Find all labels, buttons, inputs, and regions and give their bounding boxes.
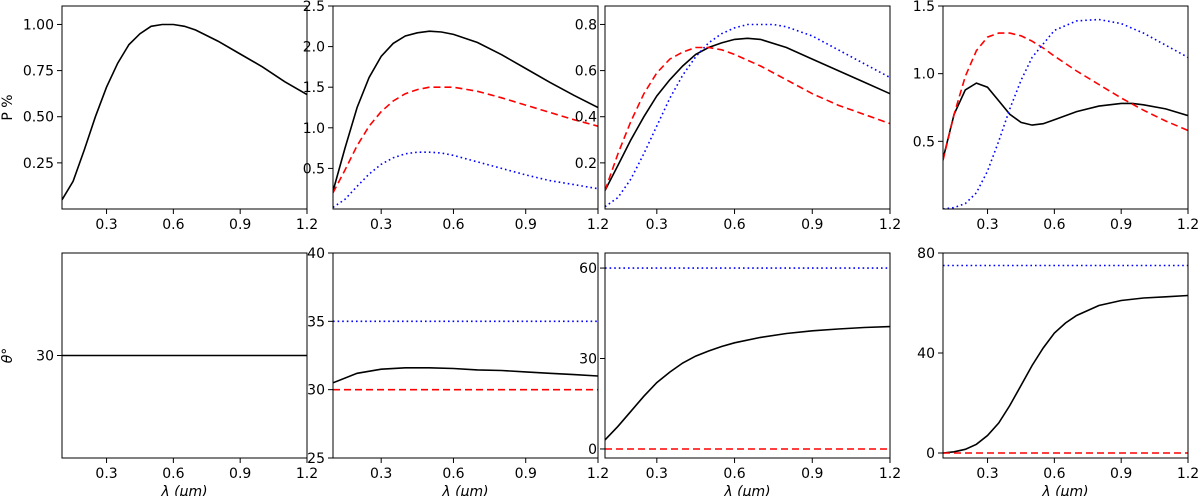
- y-tick-label: 2.0: [303, 40, 325, 56]
- y-tick-label: 0.2: [575, 156, 597, 172]
- x-tick-label: 0.9: [229, 466, 251, 482]
- panel-frame: [332, 5, 599, 210]
- panel-frame: [942, 252, 1189, 459]
- y-tick-label: 30: [307, 383, 325, 399]
- x-tick-label: 0.9: [1110, 466, 1132, 482]
- y-tick-label: 0.5: [303, 161, 325, 177]
- panel-3-series-red: [605, 46, 890, 191]
- y-tick-label: 2.5: [303, 0, 325, 15]
- x-tick-label: 1.2: [1177, 217, 1199, 233]
- y-tick-label: 0.25: [23, 156, 54, 172]
- x-tick-label: 1.2: [587, 466, 609, 482]
- x-tick-label: 1.2: [879, 217, 901, 233]
- x-tick-label: 0.9: [801, 466, 823, 482]
- panel-2-series-blue: [333, 151, 598, 209]
- panel-1: 0.3 0.6 0.9 1.2 0.25 0.50 0.75 1.00 P %: [0, 5, 318, 233]
- y-tick-label: 60: [579, 261, 597, 277]
- x-tick-label: 1.2: [879, 466, 901, 482]
- y-tick-label: 0.6: [575, 64, 597, 80]
- x-tick-label: 0.9: [515, 466, 537, 482]
- x-axis-label: λ (μm): [160, 484, 207, 496]
- y-tick-label: 0.4: [575, 110, 597, 126]
- panel-7-series-black: [605, 325, 890, 441]
- panel-4: 0.3 0.6 0.9 1.2 0.5 1.0 1.5: [913, 0, 1199, 233]
- x-tick-label: 0.3: [370, 217, 392, 233]
- y-tick-label: 0.8: [575, 17, 597, 33]
- panel-3: 0.3 0.6 0.9 1.2 0.2 0.4 0.6 0.8: [575, 5, 901, 233]
- y-tick-label: 1.0: [913, 67, 935, 83]
- x-tick-label: 0.9: [801, 217, 823, 233]
- panel-3-series-blue: [605, 23, 890, 208]
- x-tick-label: 1.2: [1177, 466, 1199, 482]
- panel-2-series-black: [333, 30, 598, 192]
- y-tick-label: 25: [307, 451, 325, 467]
- y-tick-label: 80: [917, 246, 935, 262]
- y-tick-label: 1.00: [23, 17, 54, 33]
- x-tick-label: 1.2: [587, 217, 609, 233]
- panel-2-series-red: [333, 86, 598, 194]
- panel-frame: [604, 252, 891, 459]
- y-tick-label: 1.5: [913, 0, 935, 15]
- panel-1-series-black: [62, 23, 307, 201]
- x-axis-label: λ (μm): [1041, 484, 1088, 496]
- x-tick-label: 0.6: [723, 466, 745, 482]
- x-tick-label: 0.6: [442, 217, 464, 233]
- x-tick-label: 0.3: [95, 217, 117, 233]
- y-axis-label: θ°: [0, 348, 16, 364]
- panel-7: 0.3 0.6 0.9 1.2 0 30 60 λ (μm): [579, 252, 901, 496]
- x-tick-label: 0.6: [442, 466, 464, 482]
- x-tick-label: 0.6: [1043, 466, 1065, 482]
- y-tick-label: 0.75: [23, 64, 54, 80]
- panel-6: 0.3 0.6 0.9 1.2 25 30 35 40 λ (μm): [307, 246, 609, 496]
- panel-frame: [61, 5, 308, 210]
- panel-frame: [942, 5, 1189, 210]
- panel-frame: [604, 5, 891, 210]
- panel-8: 0.3 0.6 0.9 1.2 0 40 80 λ (μm): [917, 246, 1199, 496]
- panel-5: 0.3 0.6 0.9 1.2 30 λ (μm) θ°: [0, 252, 318, 496]
- x-tick-label: 0.6: [162, 466, 184, 482]
- x-tick-label: 0.9: [1110, 217, 1132, 233]
- panel-2: 0.3 0.6 0.9 1.2 0.5 1.0 1.5 2.0 2.5: [303, 0, 609, 233]
- panel-6-series-black: [333, 367, 598, 384]
- y-tick-label: 0.50: [23, 110, 54, 126]
- y-axis-label: P %: [0, 94, 16, 120]
- y-tick-label: 35: [307, 314, 325, 330]
- x-tick-label: 0.3: [976, 217, 998, 233]
- x-axis-label: λ (μm): [723, 484, 770, 496]
- y-tick-label: 30: [579, 352, 597, 368]
- y-tick-label: 0: [926, 446, 935, 462]
- y-tick-label: 0.5: [913, 134, 935, 150]
- y-tick-label: 0: [588, 442, 597, 458]
- x-tick-label: 0.3: [370, 466, 392, 482]
- panel-4-series-black: [943, 82, 1188, 160]
- panel-3-series-black: [605, 37, 890, 191]
- x-tick-label: 0.3: [646, 466, 668, 482]
- panel-8-series-black: [943, 294, 1188, 454]
- y-tick-label: 1.5: [303, 80, 325, 96]
- panel-4-series-red: [943, 32, 1188, 161]
- x-tick-label: 0.6: [1043, 217, 1065, 233]
- x-tick-label: 1.2: [296, 217, 318, 233]
- y-tick-label: 40: [307, 246, 325, 262]
- x-tick-label: 1.2: [296, 466, 318, 482]
- x-tick-label: 0.3: [646, 217, 668, 233]
- x-tick-label: 0.6: [723, 217, 745, 233]
- x-tick-label: 0.3: [95, 466, 117, 482]
- panel-frame: [332, 252, 599, 459]
- x-axis-label: λ (μm): [441, 484, 488, 496]
- x-tick-label: 0.6: [162, 217, 184, 233]
- y-tick-label: 1.0: [303, 121, 325, 137]
- x-tick-label: 0.3: [976, 466, 998, 482]
- y-tick-label: 30: [36, 349, 54, 365]
- x-tick-label: 0.9: [515, 217, 537, 233]
- x-tick-label: 0.9: [229, 217, 251, 233]
- y-tick-label: 40: [917, 346, 935, 362]
